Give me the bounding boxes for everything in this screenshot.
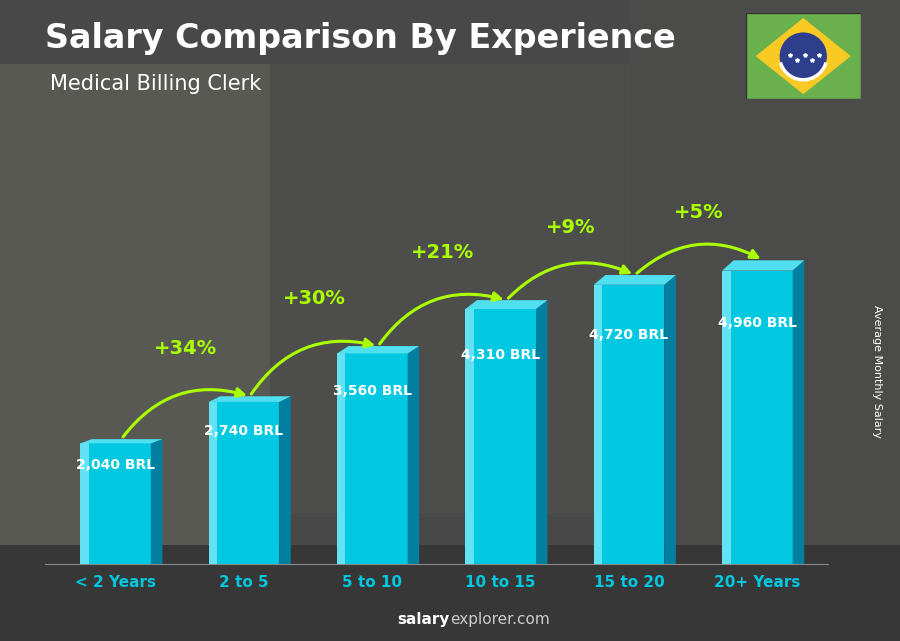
Polygon shape [465,309,536,564]
Bar [0,545,900,641]
Polygon shape [793,260,805,564]
Polygon shape [80,444,151,564]
Bar [270,64,630,513]
Text: Salary Comparison By Experience: Salary Comparison By Experience [45,22,676,55]
Bar [0,64,270,545]
Text: Average Monthly Salary: Average Monthly Salary [872,305,883,438]
Polygon shape [756,18,850,94]
Polygon shape [337,353,346,564]
Text: salary: salary [398,612,450,627]
Circle shape [779,33,827,79]
Polygon shape [209,396,291,402]
Polygon shape [722,260,805,271]
Polygon shape [337,346,419,353]
Text: +5%: +5% [674,203,724,222]
Text: 4,310 BRL: 4,310 BRL [461,348,540,362]
Polygon shape [151,439,163,564]
Text: Medical Billing Clerk: Medical Billing Clerk [50,74,261,94]
Polygon shape [80,439,163,444]
Text: +30%: +30% [283,288,346,308]
Polygon shape [408,346,419,564]
Text: explorer.com: explorer.com [450,612,550,627]
Polygon shape [664,275,676,564]
Text: +21%: +21% [410,243,474,262]
Text: 4,720 BRL: 4,720 BRL [590,328,669,342]
Bar [630,0,900,641]
Polygon shape [722,271,731,564]
Polygon shape [594,285,664,564]
Text: 3,560 BRL: 3,560 BRL [333,385,412,398]
Polygon shape [209,402,279,564]
Polygon shape [337,353,408,564]
Polygon shape [722,271,793,564]
Polygon shape [465,300,547,309]
Text: 4,960 BRL: 4,960 BRL [718,317,796,330]
Text: 2,040 BRL: 2,040 BRL [76,458,155,472]
Polygon shape [209,402,217,564]
Polygon shape [465,309,474,564]
Text: 2,740 BRL: 2,740 BRL [204,424,284,438]
Polygon shape [536,300,547,564]
Text: +9%: +9% [546,217,596,237]
Polygon shape [80,444,89,564]
Polygon shape [279,396,291,564]
Polygon shape [594,275,676,285]
Text: +34%: +34% [154,339,217,358]
Polygon shape [594,285,602,564]
